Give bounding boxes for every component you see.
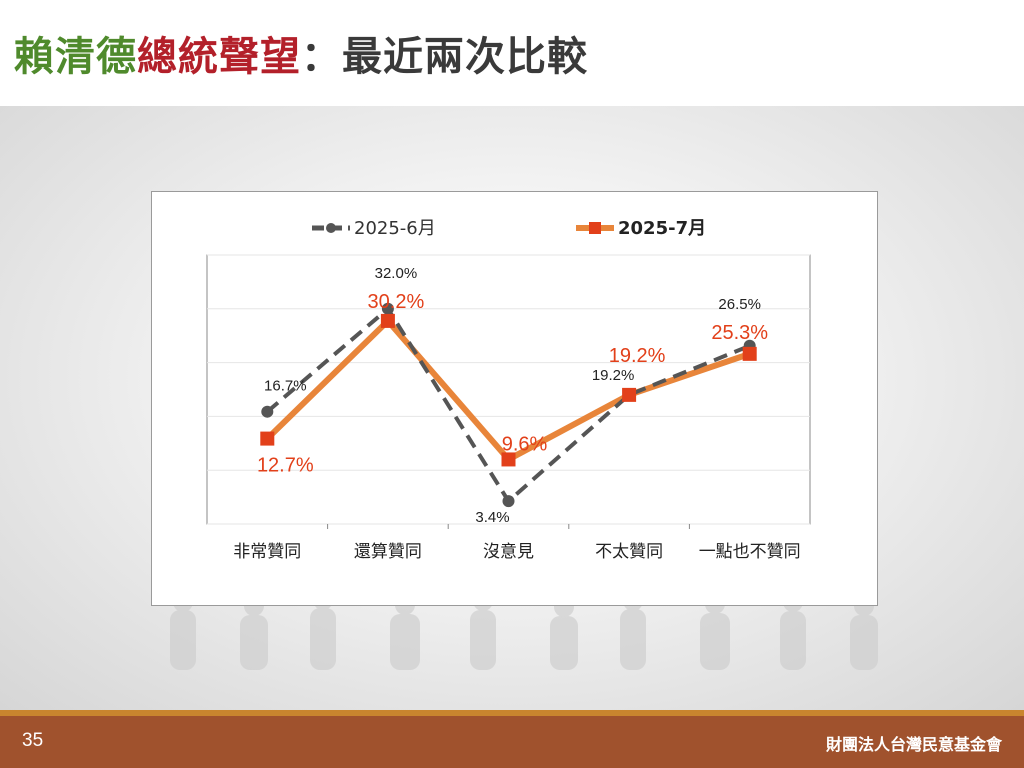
title-subject: 總統聲望 — [137, 34, 301, 80]
data-label-2025-07: 12.7% — [257, 455, 314, 477]
chart-frame: 非常贊同 還算贊同 沒意見 不太贊同 一點也不贊同 2025-6月 2025-7月 16.7%… — [151, 191, 878, 606]
data-point-2025-07 — [622, 387, 637, 402]
page-number: 35 — [22, 730, 44, 751]
x-tick-label: 一點也不贊同 — [699, 542, 801, 562]
data-label-2025-06: 32.0% — [375, 265, 418, 282]
data-label-2025-06: 19.2% — [592, 367, 635, 384]
data-point-2025-06 — [502, 495, 515, 508]
data-point-2025-07 — [501, 452, 516, 467]
x-tick-label: 不太贊同 — [595, 542, 663, 562]
series-line-0 — [266, 306, 751, 504]
title-suffix: ：最近兩次比較 — [301, 34, 588, 80]
title-name: 賴清德 — [14, 34, 137, 80]
legend-label-1: 2025-7月 — [618, 218, 706, 239]
data-point-2025-06 — [261, 405, 274, 418]
data-point-2025-06 — [381, 302, 394, 315]
x-tick-label: 沒意見 — [483, 542, 534, 562]
data-point-2025-07 — [380, 313, 395, 328]
data-label-2025-06: 3.4% — [475, 509, 509, 526]
legend-marker-1 — [589, 222, 601, 234]
data-label-2025-06: 16.7% — [264, 378, 307, 395]
data-point-2025-07 — [260, 431, 275, 446]
x-tick-label: 還算贊同 — [354, 542, 422, 562]
x-tick-label: 非常贊同 — [233, 542, 301, 562]
data-label-2025-07: 9.6% — [502, 433, 548, 455]
organization-name: 財團法人台灣民意基金會 — [825, 735, 1002, 754]
data-label-2025-07: 19.2% — [609, 345, 666, 367]
data-label-2025-07: 30.2% — [368, 291, 425, 313]
legend-marker-0 — [326, 223, 336, 233]
data-label-2025-06: 26.5% — [718, 296, 761, 313]
line-chart: 非常贊同 還算贊同 沒意見 不太贊同 一點也不贊同 2025-6月 2025-7月 16.7%… — [206, 218, 811, 562]
slide-title: 賴清德總統聲望：最近兩次比較 — [14, 24, 588, 82]
data-point-2025-07 — [742, 346, 757, 361]
legend-label-0: 2025-6月 — [354, 218, 436, 239]
data-label-2025-07: 25.3% — [711, 322, 768, 344]
title-bar: 賴清德總統聲望：最近兩次比較 — [0, 0, 1024, 106]
footer-accent-line — [0, 710, 1024, 716]
footer-bar: 35 財團法人台灣民意基金會 — [0, 716, 1024, 768]
